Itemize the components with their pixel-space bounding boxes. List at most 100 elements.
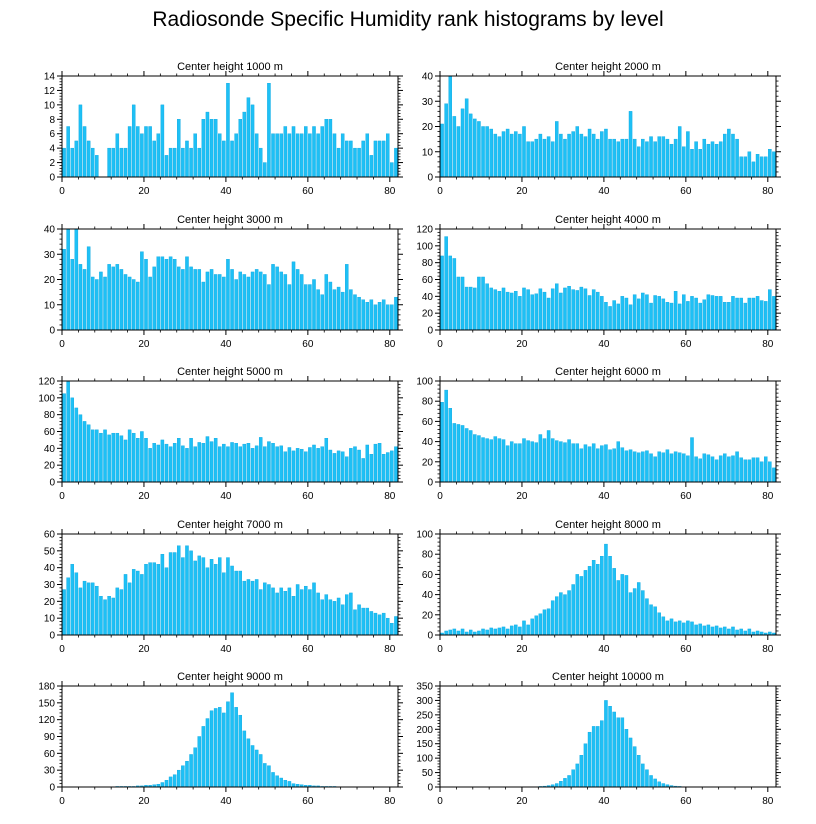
histogram-bar bbox=[152, 266, 156, 331]
panel-title: Center height 4000 m bbox=[555, 214, 661, 226]
histogram-bar bbox=[86, 582, 91, 636]
histogram-bar bbox=[66, 228, 70, 331]
histogram-bar bbox=[669, 618, 674, 636]
histogram-bar bbox=[258, 754, 263, 788]
histogram-bar bbox=[526, 624, 530, 636]
histogram-bar bbox=[390, 450, 394, 483]
histogram-bar bbox=[197, 736, 202, 788]
histogram-bar bbox=[189, 550, 193, 636]
histogram-bar bbox=[509, 441, 514, 483]
histogram-bar bbox=[665, 302, 670, 331]
y-tick-label: 0 bbox=[49, 783, 55, 794]
histogram-bar bbox=[694, 624, 698, 636]
x-tick-label: 60 bbox=[680, 796, 692, 807]
histogram-bar bbox=[702, 138, 707, 178]
histogram-bar bbox=[373, 304, 378, 331]
histogram-bar bbox=[291, 450, 296, 483]
histogram-bar bbox=[205, 111, 210, 178]
histogram-bar bbox=[567, 590, 571, 636]
histogram-bar bbox=[575, 763, 580, 788]
histogram-bar bbox=[218, 446, 222, 483]
histogram-bar bbox=[493, 289, 498, 331]
histogram-bar bbox=[172, 259, 177, 331]
histogram-bar bbox=[682, 146, 686, 178]
histogram-bar bbox=[764, 456, 768, 483]
histogram-bar bbox=[156, 133, 161, 178]
histogram-bar bbox=[538, 133, 543, 178]
histogram-bar bbox=[583, 743, 588, 788]
histogram-bar bbox=[168, 776, 173, 788]
histogram-bar bbox=[74, 228, 79, 331]
histogram-bar bbox=[250, 271, 255, 331]
histogram-bar bbox=[616, 717, 621, 788]
histogram-bar bbox=[755, 630, 760, 636]
histogram-bar bbox=[555, 440, 559, 483]
histogram-bar bbox=[739, 156, 743, 178]
histogram-bar bbox=[526, 440, 530, 483]
histogram-bar bbox=[669, 453, 674, 483]
histogram-bar bbox=[160, 256, 165, 331]
histogram-bar bbox=[489, 287, 493, 331]
histogram-bar bbox=[669, 302, 674, 331]
histogram-bar bbox=[702, 625, 707, 636]
histogram-bar bbox=[468, 430, 473, 483]
histogram-bar bbox=[308, 284, 312, 331]
histogram-bar bbox=[579, 755, 584, 788]
histogram-bar bbox=[271, 264, 275, 331]
histogram-bar bbox=[682, 453, 686, 483]
histogram-bar bbox=[686, 301, 690, 331]
histogram-bar bbox=[624, 297, 629, 331]
histogram-bar bbox=[710, 141, 715, 178]
histogram-bar bbox=[70, 397, 74, 483]
histogram-bar bbox=[649, 302, 653, 331]
histogram-bar bbox=[567, 775, 571, 788]
histogram-bar bbox=[279, 445, 283, 483]
histogram-bar bbox=[99, 596, 103, 636]
histogram-bar bbox=[369, 611, 374, 636]
histogram-bar bbox=[107, 596, 111, 636]
y-tick-label: 40 bbox=[44, 225, 56, 236]
y-tick-label: 100 bbox=[416, 377, 433, 388]
histogram-bar bbox=[390, 623, 394, 636]
histogram-bar bbox=[209, 710, 214, 788]
histogram-bar bbox=[119, 269, 124, 331]
histogram-bar bbox=[234, 570, 238, 636]
histogram-bar bbox=[213, 119, 218, 178]
histogram-bar bbox=[177, 769, 181, 788]
y-tick-label: 100 bbox=[416, 530, 433, 541]
histogram-bar bbox=[246, 443, 251, 483]
histogram-bar bbox=[205, 436, 210, 483]
histogram-bar bbox=[222, 443, 226, 483]
histogram-bar bbox=[755, 457, 760, 483]
histogram-bar bbox=[485, 283, 489, 331]
histogram-bar bbox=[649, 453, 653, 483]
histogram-bar bbox=[312, 444, 316, 483]
histogram-bar bbox=[604, 543, 608, 636]
histogram-bar bbox=[628, 304, 633, 331]
histogram-bar bbox=[489, 128, 493, 178]
y-tick-label: 20 bbox=[44, 597, 56, 608]
histogram-bar bbox=[291, 261, 296, 331]
histogram-bar bbox=[587, 128, 592, 178]
histogram-bar bbox=[555, 283, 559, 331]
histogram-bar bbox=[90, 276, 95, 331]
histogram-bar bbox=[596, 564, 600, 636]
histogram-bar bbox=[509, 625, 514, 636]
x-tick-label: 0 bbox=[59, 339, 65, 350]
histogram-bar bbox=[591, 289, 596, 331]
histogram-bar bbox=[254, 445, 259, 483]
x-tick-label: 60 bbox=[302, 796, 314, 807]
histogram-bar bbox=[501, 287, 506, 331]
histogram-bar bbox=[612, 448, 616, 483]
histogram-bar bbox=[287, 284, 292, 331]
panel-title: Center height 6000 m bbox=[555, 366, 661, 378]
histogram-panel: Center height 2000 m 0 20 40 60 80 0 10 20 30 40 bbox=[422, 61, 781, 197]
histogram-bar bbox=[641, 292, 645, 331]
histogram-bar bbox=[559, 592, 563, 636]
histogram-bar bbox=[661, 616, 666, 636]
figure-title: Radiosonde Specific Humidity rank histog… bbox=[152, 8, 664, 31]
histogram-bar bbox=[501, 131, 506, 178]
y-tick-label: 100 bbox=[416, 754, 433, 765]
histogram-bar bbox=[710, 626, 715, 636]
histogram-bar bbox=[657, 451, 661, 483]
